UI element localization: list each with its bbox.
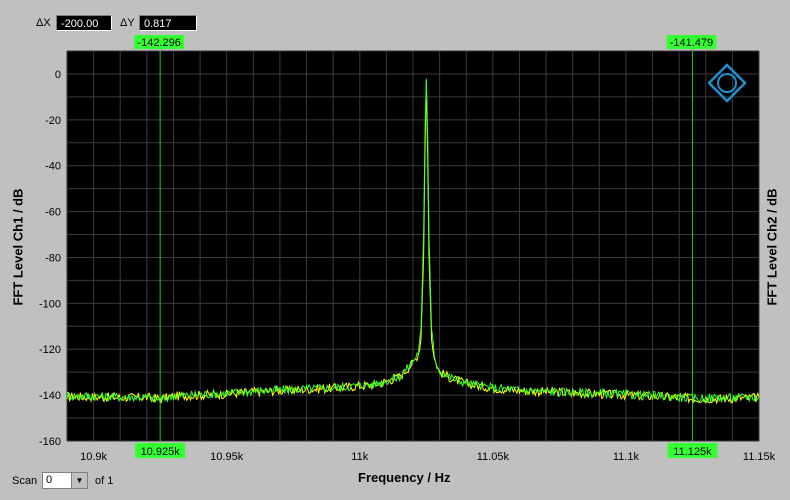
scan-select[interactable]: 0 ▼ xyxy=(42,472,88,489)
scan-label: Scan xyxy=(12,475,38,487)
delta-y-label: ΔY xyxy=(120,17,135,29)
y-axis-right-title: FFT Level Ch2 / dB xyxy=(764,188,780,306)
cursor-x-badge xyxy=(667,443,718,458)
y-tick-label: -120 xyxy=(39,344,61,356)
cursor-layer: -142.296 10.925k -141.479 11.125k xyxy=(134,35,718,458)
y-tick-label: -80 xyxy=(45,252,61,264)
cursor-value-badge xyxy=(134,35,185,49)
cursor-value-label: -142.296 xyxy=(137,37,180,49)
y-tick-label: -20 xyxy=(45,115,61,127)
y-tick-label: -60 xyxy=(45,207,61,219)
x-tick-label: 11.15k xyxy=(743,451,776,463)
chevron-down-icon[interactable]: ▼ xyxy=(71,473,87,488)
cursor-value-badge xyxy=(666,35,717,49)
x-tick-label: 10.95k xyxy=(210,451,244,463)
series-trace xyxy=(66,78,760,405)
logo-diamond xyxy=(707,63,747,103)
y-tick-label: 0 xyxy=(55,69,61,81)
scan-select-value: 0 xyxy=(46,474,53,486)
delta-x-label: ΔX xyxy=(36,17,51,29)
x-axis-title: Frequency / Hz xyxy=(358,470,451,485)
y-tick-label: -140 xyxy=(39,390,61,402)
y-tick-label: -40 xyxy=(45,161,61,173)
x-tick-label: 11.05k xyxy=(477,451,510,463)
delta-x-value: -200.00 xyxy=(56,15,112,31)
x-tick-label: 11.1k xyxy=(613,451,640,463)
x-tick-label: 11k xyxy=(351,451,368,463)
cursor-x-label: 10.925k xyxy=(141,446,181,458)
rohde-schwarz-logo-icon xyxy=(707,63,747,103)
cursor-x-badge xyxy=(135,443,186,458)
logo-circle xyxy=(717,73,737,93)
cursor-value-label: -141.479 xyxy=(670,37,713,49)
y-axis-title-wrap: FFT Level Ch1 / dB xyxy=(0,0,40,440)
y-axis-title: FFT Level Ch1 / dB xyxy=(10,188,26,306)
x-tick-label: 10.9k xyxy=(80,451,107,463)
y-axis-right-title-wrap: FFT Level Ch2 / dB xyxy=(750,0,790,440)
trace-layer xyxy=(66,78,760,405)
cursor-x-label: 11.125k xyxy=(673,446,712,458)
tick-labels: 0 -20 -40 -60 -80 -100 -120 -140 -160 10.9k 10.95k… xyxy=(39,69,776,463)
fft-chart[interactable]: -142.296 10.925k -141.479 11.125k 0 -20 -40 -6… xyxy=(0,0,790,470)
scan-of-label: of 1 xyxy=(95,475,114,487)
y-tick-label: -100 xyxy=(39,298,61,310)
delta-y-value: 0.817 xyxy=(139,15,197,31)
y-tick-label: -160 xyxy=(39,436,61,448)
